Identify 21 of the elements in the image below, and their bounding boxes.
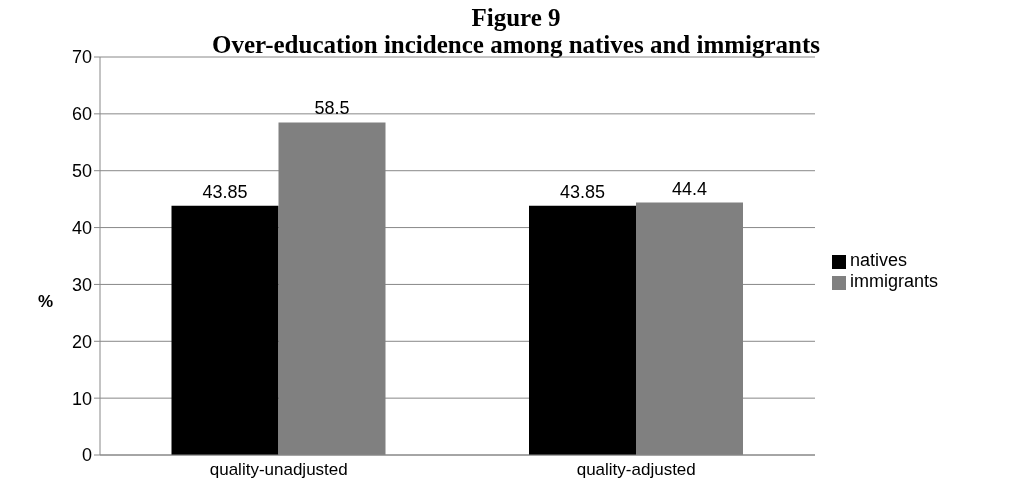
data-label: 43.85 xyxy=(202,181,248,202)
y-tick-label: 10 xyxy=(71,388,92,409)
y-tick-label: 30 xyxy=(71,274,92,295)
y-tick-label: 40 xyxy=(71,217,92,238)
data-label: 44.4 xyxy=(671,178,708,199)
legend-label: immigrants xyxy=(850,271,939,291)
legend-label: natives xyxy=(850,250,908,270)
chart-title: Figure 9 xyxy=(470,4,562,31)
y-tick-label: 0 xyxy=(81,445,92,466)
x-tick-label: quality-unadjusted xyxy=(209,460,348,479)
data-label: 43.85 xyxy=(559,181,606,202)
y-tick-label: 50 xyxy=(71,161,92,182)
x-tick-label: quality-adjusted xyxy=(576,460,696,479)
y-tick-label: 70 xyxy=(71,47,92,68)
bar xyxy=(171,205,279,455)
y-tick-label: 20 xyxy=(71,331,92,352)
bar xyxy=(529,205,636,455)
y-tick-label: 60 xyxy=(71,104,92,125)
y-axis-title: % xyxy=(38,292,54,312)
data-label: 58.5 xyxy=(314,98,350,119)
chart-subtitle: Over-education incidence among natives and immigrants xyxy=(211,31,821,58)
